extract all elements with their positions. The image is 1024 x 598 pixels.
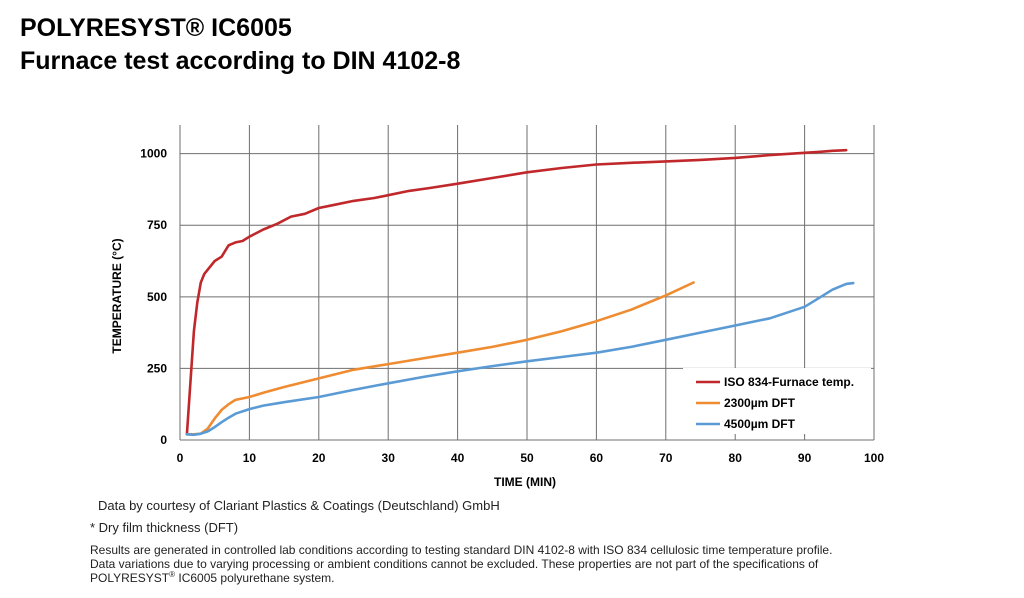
- series-lines: [185, 148, 855, 437]
- page-title: POLYRESYST® IC6005 Furnace test accordin…: [20, 12, 460, 78]
- y-tick-label: 0: [160, 433, 167, 447]
- series-line-2: [185, 281, 695, 436]
- title-line-1: POLYRESYST® IC6005: [20, 14, 292, 42]
- x-tick-label: 90: [798, 451, 812, 465]
- y-tick-label: 750: [147, 218, 167, 232]
- x-tick-label: 10: [243, 451, 257, 465]
- x-tick-label: 0: [177, 451, 184, 465]
- x-tick-label: 20: [312, 451, 326, 465]
- courtesy-note: Data by courtesy of Clariant Plastics & …: [98, 498, 500, 513]
- legend-label: 2300µm DFT: [724, 396, 796, 410]
- grid-lines: [179, 125, 875, 441]
- disclaimer-brand: POLYRESYST: [90, 571, 170, 585]
- x-tick-label: 50: [520, 451, 534, 465]
- y-tick-label: 1000: [140, 147, 167, 161]
- x-tick-label: 40: [451, 451, 465, 465]
- disclaimer-product: IC6005 polyurethane system.: [175, 571, 335, 585]
- legend: ISO 834-Furnace temp. 2300µm DFT 4500µm DF…: [683, 368, 871, 434]
- series-line-3: [185, 281, 855, 437]
- y-axis-title: TEMPERATURE (°C): [110, 238, 124, 353]
- legend-label: 4500µm DFT: [724, 417, 796, 431]
- dft-footnote: * Dry film thickness (DFT): [90, 520, 239, 535]
- x-tick-label: 100: [864, 451, 884, 465]
- registered-mark: ®: [169, 570, 176, 579]
- disclaimer: Results are generated in controlled lab …: [90, 543, 832, 585]
- y-tick-label: 500: [147, 290, 167, 304]
- disclaimer-line-3: POLYRESYST® IC6005 polyurethane system.: [90, 570, 832, 586]
- series-line-1: [185, 148, 848, 436]
- disclaimer-line-1: Results are generated in controlled lab …: [90, 543, 833, 557]
- x-tick-label: 70: [659, 451, 673, 465]
- x-axis-title: TIME (MIN): [494, 475, 556, 489]
- legend-label: ISO 834-Furnace temp.: [724, 375, 854, 389]
- x-tick-label: 30: [382, 451, 396, 465]
- x-tick-label: 80: [729, 451, 743, 465]
- disclaimer-line-2: Data variations due to varying processin…: [90, 557, 819, 571]
- title-line-2: Furnace test according to DIN 4102-8: [20, 47, 461, 75]
- x-tick-label: 60: [590, 451, 604, 465]
- y-tick-label: 250: [147, 361, 167, 375]
